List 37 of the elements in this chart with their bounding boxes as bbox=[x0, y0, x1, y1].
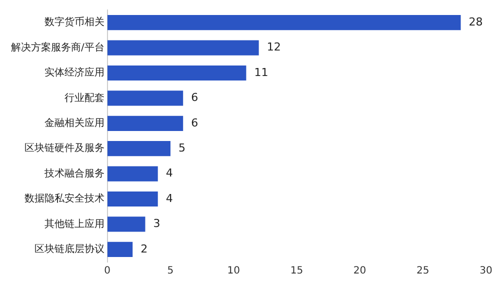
bar bbox=[107, 191, 158, 207]
y-tick-label: 金融相关应用 bbox=[44, 116, 104, 129]
x-tick-label: 0 bbox=[104, 266, 111, 277]
y-tick-label: 区块链底层协议 bbox=[34, 242, 104, 255]
bar bbox=[107, 242, 133, 257]
y-tick-label: 技术融合服务 bbox=[43, 167, 104, 180]
x-tick-label: 10 bbox=[227, 266, 240, 277]
bar bbox=[107, 141, 170, 156]
y-tick-label: 区块链硬件及服务 bbox=[24, 142, 104, 154]
y-tick-label: 解决方案服务商/平台 bbox=[10, 41, 104, 54]
data-label: 11 bbox=[254, 66, 268, 79]
data-label: 5 bbox=[178, 141, 186, 154]
bar bbox=[107, 15, 461, 30]
data-label: 12 bbox=[266, 40, 281, 54]
y-tick-label: 数字货币相关 bbox=[44, 16, 104, 28]
y-tick-label: 行业配套 bbox=[64, 92, 104, 104]
y-tick-label: 实体经济应用 bbox=[44, 66, 104, 79]
x-tick-label: 5 bbox=[167, 266, 174, 277]
x-tick-label: 20 bbox=[353, 266, 366, 277]
y-tick-label: 数据隐私安全技术 bbox=[24, 192, 104, 205]
bar bbox=[107, 40, 259, 56]
bar bbox=[107, 116, 184, 131]
x-tick-label: 15 bbox=[290, 266, 304, 277]
data-label: 4 bbox=[166, 192, 173, 205]
data-label: 3 bbox=[153, 217, 160, 230]
data-label: 28 bbox=[468, 15, 483, 28]
x-tick-label: 30 bbox=[480, 266, 492, 277]
bar bbox=[107, 216, 146, 232]
data-label: 6 bbox=[191, 91, 198, 104]
x-tick-label: 25 bbox=[416, 266, 430, 277]
data-label: 2 bbox=[140, 242, 148, 256]
bar bbox=[107, 166, 158, 182]
bar bbox=[107, 65, 246, 81]
bar bbox=[107, 90, 184, 106]
y-tick-label: 其他链上应用 bbox=[44, 218, 104, 230]
data-label: 6 bbox=[191, 116, 198, 130]
data-label: 4 bbox=[166, 166, 173, 180]
